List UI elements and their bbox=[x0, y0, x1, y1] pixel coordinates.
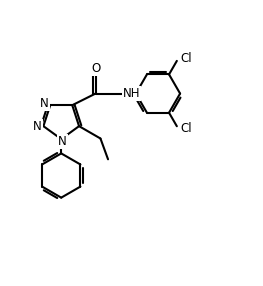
Text: N: N bbox=[58, 135, 67, 148]
Text: N: N bbox=[40, 98, 49, 110]
Text: NH: NH bbox=[123, 87, 140, 100]
Text: Cl: Cl bbox=[180, 52, 191, 65]
Text: O: O bbox=[91, 61, 100, 75]
Text: N: N bbox=[33, 120, 42, 133]
Text: Cl: Cl bbox=[180, 122, 191, 135]
